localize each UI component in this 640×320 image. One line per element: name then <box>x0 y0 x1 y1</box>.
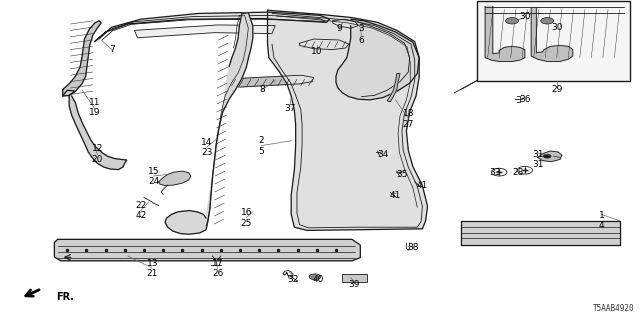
Text: 42: 42 <box>135 212 147 220</box>
Circle shape <box>309 274 321 280</box>
Text: 19: 19 <box>89 108 100 117</box>
Text: 1: 1 <box>599 211 604 220</box>
Text: 36: 36 <box>519 95 531 104</box>
Text: 12: 12 <box>92 144 103 153</box>
Text: 6: 6 <box>359 36 364 44</box>
Text: 7: 7 <box>109 45 115 54</box>
Polygon shape <box>159 171 191 186</box>
Text: 31: 31 <box>532 150 543 159</box>
Text: FR.: FR. <box>56 292 74 302</box>
Text: 34: 34 <box>377 150 388 159</box>
Circle shape <box>543 154 551 158</box>
Text: 41: 41 <box>390 191 401 200</box>
Bar <box>342 274 367 282</box>
Polygon shape <box>165 13 253 234</box>
Text: 26: 26 <box>212 269 223 278</box>
Polygon shape <box>54 239 360 261</box>
Text: 13: 13 <box>147 259 158 268</box>
Text: T5AAB4920: T5AAB4920 <box>593 304 635 313</box>
Text: 35: 35 <box>396 170 408 179</box>
Text: 37: 37 <box>284 104 296 113</box>
Polygon shape <box>531 8 573 61</box>
Text: 21: 21 <box>147 269 158 278</box>
Polygon shape <box>461 221 620 245</box>
Circle shape <box>541 18 554 24</box>
Text: 39: 39 <box>348 280 360 289</box>
Text: 29: 29 <box>551 85 563 94</box>
Polygon shape <box>333 19 358 28</box>
Circle shape <box>506 18 518 24</box>
Polygon shape <box>63 90 127 170</box>
Text: 24: 24 <box>148 177 159 186</box>
Text: 18: 18 <box>403 109 414 118</box>
Text: 3: 3 <box>359 24 364 33</box>
Text: 11: 11 <box>89 98 100 107</box>
Text: 30: 30 <box>551 23 563 32</box>
Polygon shape <box>485 6 525 61</box>
Text: 33: 33 <box>489 168 500 177</box>
Polygon shape <box>336 19 419 100</box>
Text: 41: 41 <box>417 181 428 190</box>
Text: 38: 38 <box>407 244 419 252</box>
Text: 16: 16 <box>241 208 252 217</box>
Text: 22: 22 <box>135 201 147 210</box>
Text: 5: 5 <box>259 147 264 156</box>
Text: 27: 27 <box>403 120 414 129</box>
Polygon shape <box>63 21 101 96</box>
Text: 31: 31 <box>532 160 543 169</box>
Text: 2: 2 <box>259 136 264 145</box>
Text: 8: 8 <box>260 85 265 94</box>
Polygon shape <box>387 74 400 102</box>
Text: 14: 14 <box>201 138 212 147</box>
Text: 10: 10 <box>311 47 323 56</box>
Text: 28: 28 <box>513 168 524 177</box>
Text: 15: 15 <box>148 167 159 176</box>
Bar <box>477 1 630 81</box>
Text: 4: 4 <box>599 221 604 230</box>
Text: 32: 32 <box>287 275 299 284</box>
Polygon shape <box>134 25 275 38</box>
Polygon shape <box>227 75 314 87</box>
Polygon shape <box>300 39 349 50</box>
Text: 40: 40 <box>312 275 324 284</box>
Text: 30: 30 <box>519 12 531 21</box>
Text: 23: 23 <box>201 148 212 157</box>
Text: 9: 9 <box>337 24 342 33</box>
Polygon shape <box>95 12 330 42</box>
Text: 20: 20 <box>92 155 103 164</box>
Text: 25: 25 <box>241 219 252 228</box>
Polygon shape <box>538 151 562 162</box>
Polygon shape <box>268 10 428 230</box>
Text: 17: 17 <box>212 259 223 268</box>
